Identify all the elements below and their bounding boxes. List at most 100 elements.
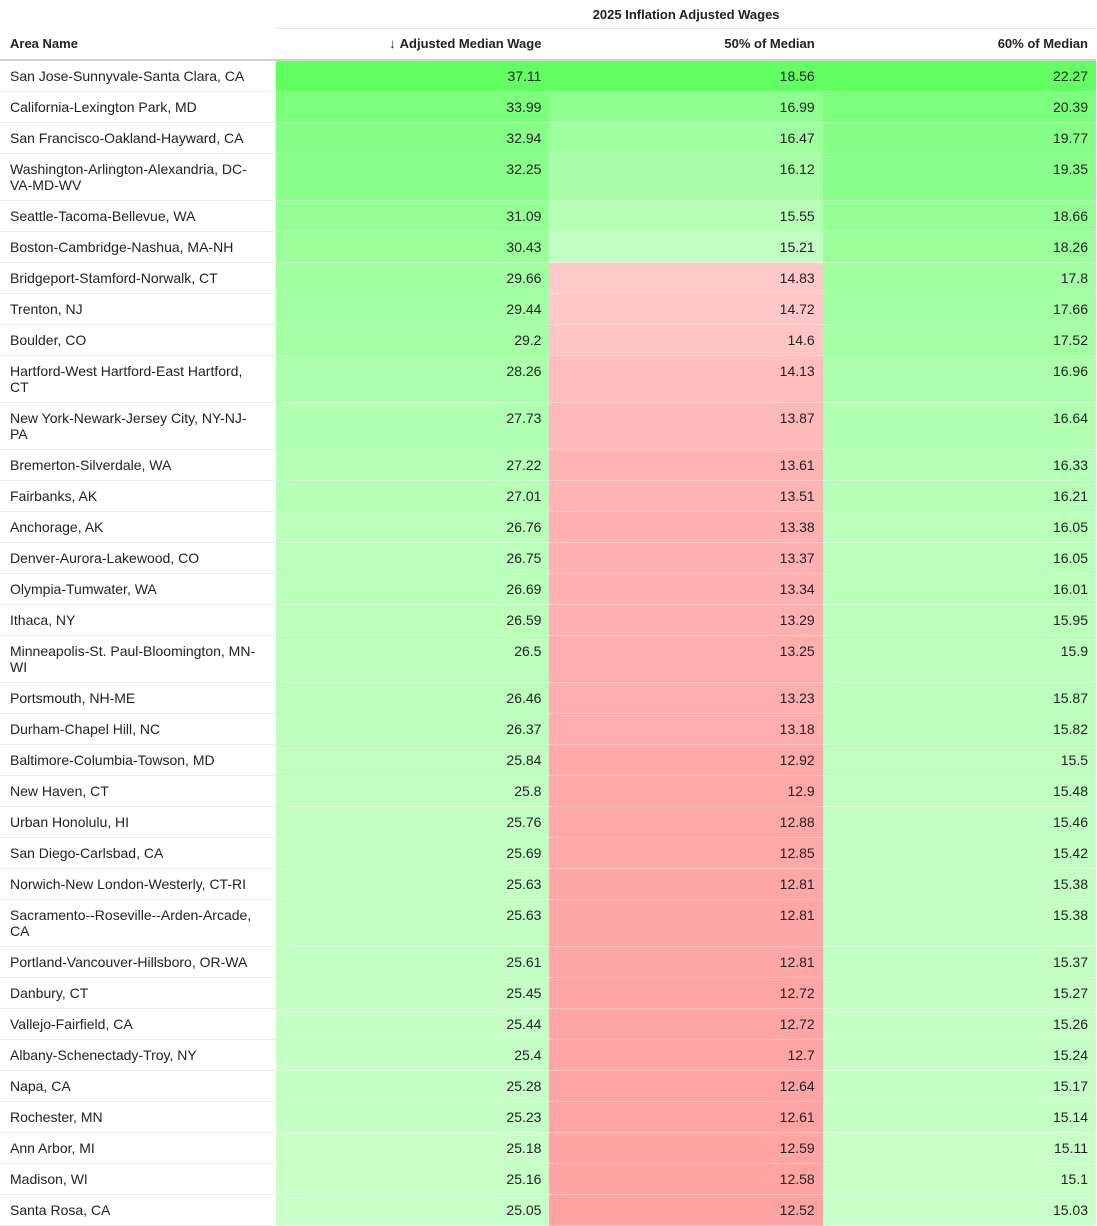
cell-50-percent-of-median: 12.58: [549, 1163, 823, 1195]
table-row: Santa Rosa, CA 25.05 12.52 15.03: [0, 1194, 1096, 1226]
cell-50-percent-of-median: 12.59: [549, 1132, 823, 1164]
cell-adjusted-median-wage: 26.69: [276, 573, 550, 605]
cell-area-name: Madison, WI: [0, 1163, 277, 1195]
cell-adjusted-median-wage: 25.16: [276, 1163, 550, 1195]
cell-50-percent-of-median: 13.87: [549, 402, 823, 450]
column-header-adjusted-median-wage[interactable]: ↓ Adjusted Median Wage: [276, 28, 550, 61]
cell-50-percent-of-median: 13.23: [549, 682, 823, 714]
cell-adjusted-median-wage: 25.63: [276, 868, 550, 900]
table-row: Boston-Cambridge-Nashua, MA-NH 30.43 15.21…: [0, 231, 1096, 263]
cell-adjusted-median-wage: 33.99: [276, 91, 550, 123]
cell-60-percent-of-median: 15.37: [822, 946, 1096, 978]
cell-50-percent-of-median: 16.12: [549, 153, 823, 201]
cell-adjusted-median-wage: 26.46: [276, 682, 550, 714]
cell-60-percent-of-median: 15.03: [822, 1194, 1096, 1226]
cell-50-percent-of-median: 13.25: [549, 635, 823, 683]
cell-adjusted-median-wage: 25.63: [276, 899, 550, 947]
cell-adjusted-median-wage: 30.43: [276, 231, 550, 263]
column-header-area-name[interactable]: Area Name: [0, 28, 277, 61]
cell-adjusted-median-wage: 25.05: [276, 1194, 550, 1226]
cell-50-percent-of-median: 14.13: [549, 355, 823, 403]
cell-60-percent-of-median: 20.39: [822, 91, 1096, 123]
cell-area-name: Seattle-Tacoma-Bellevue, WA: [0, 200, 277, 232]
cell-adjusted-median-wage: 25.84: [276, 744, 550, 776]
table-row: Minneapolis-St. Paul-Bloomington, MN-WI 2…: [0, 635, 1096, 683]
table-row: New York-Newark-Jersey City, NY-NJ-PA 27.…: [0, 402, 1096, 450]
cell-60-percent-of-median: 15.9: [822, 635, 1096, 683]
column-header-60-percent-of-median[interactable]: 60% of Median: [822, 28, 1096, 61]
table-row: Fairbanks, AK 27.01 13.51 16.21: [0, 480, 1096, 512]
cell-60-percent-of-median: 16.05: [822, 542, 1096, 574]
column-group-title: 2025 Inflation Adjusted Wages: [276, 0, 1096, 29]
cell-60-percent-of-median: 16.21: [822, 480, 1096, 512]
table-row: Sacramento--Roseville--Arden-Arcade, CA 2…: [0, 899, 1096, 947]
cell-adjusted-median-wage: 25.28: [276, 1070, 550, 1102]
cell-60-percent-of-median: 15.82: [822, 713, 1096, 745]
cell-60-percent-of-median: 17.66: [822, 293, 1096, 325]
table-row: California-Lexington Park, MD 33.99 16.99 2…: [0, 91, 1096, 123]
cell-50-percent-of-median: 13.61: [549, 449, 823, 481]
table-body: San Jose-Sunnyvale-Santa Clara, CA 37.11 1…: [0, 60, 1096, 1226]
cell-60-percent-of-median: 15.24: [822, 1039, 1096, 1071]
table-row: Danbury, CT 25.45 12.72 15.27: [0, 977, 1096, 1009]
cell-adjusted-median-wage: 25.61: [276, 946, 550, 978]
cell-adjusted-median-wage: 32.25: [276, 153, 550, 201]
cell-adjusted-median-wage: 29.2: [276, 324, 550, 356]
cell-adjusted-median-wage: 31.09: [276, 200, 550, 232]
cell-60-percent-of-median: 15.17: [822, 1070, 1096, 1102]
cell-60-percent-of-median: 16.33: [822, 449, 1096, 481]
cell-area-name: Urban Honolulu, HI: [0, 806, 277, 838]
cell-area-name: Fairbanks, AK: [0, 480, 277, 512]
table-row: Denver-Aurora-Lakewood, CO 26.75 13.37 16.0…: [0, 542, 1096, 574]
cell-adjusted-median-wage: 26.59: [276, 604, 550, 636]
cell-adjusted-median-wage: 27.73: [276, 402, 550, 450]
cell-area-name: Napa, CA: [0, 1070, 277, 1102]
table-row: Hartford-West Hartford-East Hartford, CT…: [0, 355, 1096, 403]
cell-area-name: Sacramento--Roseville--Arden-Arcade, CA: [0, 899, 277, 947]
cell-50-percent-of-median: 12.9: [549, 775, 823, 807]
table-row: New Haven, CT 25.8 12.9 15.48: [0, 775, 1096, 807]
cell-60-percent-of-median: 15.5: [822, 744, 1096, 776]
cell-area-name: San Jose-Sunnyvale-Santa Clara, CA: [0, 60, 277, 92]
table-row: Portland-Vancouver-Hillsboro, OR-WA 25.61…: [0, 946, 1096, 978]
cell-60-percent-of-median: 18.66: [822, 200, 1096, 232]
cell-50-percent-of-median: 18.56: [549, 60, 823, 92]
table-row: Olympia-Tumwater, WA 26.69 13.34 16.01: [0, 573, 1096, 605]
cell-area-name: Vallejo-Fairfield, CA: [0, 1008, 277, 1040]
cell-50-percent-of-median: 14.6: [549, 324, 823, 356]
cell-60-percent-of-median: 16.05: [822, 511, 1096, 543]
cell-area-name: Olympia-Tumwater, WA: [0, 573, 277, 605]
table-row: Ithaca, NY 26.59 13.29 15.95: [0, 604, 1096, 636]
column-header-50-percent-of-median[interactable]: 50% of Median: [549, 28, 823, 61]
cell-area-name: Boulder, CO: [0, 324, 277, 356]
cell-50-percent-of-median: 12.81: [549, 899, 823, 947]
cell-50-percent-of-median: 12.7: [549, 1039, 823, 1071]
column-header-label: Adjusted Median Wage: [399, 36, 542, 52]
cell-area-name: Bremerton-Silverdale, WA: [0, 449, 277, 481]
cell-50-percent-of-median: 13.37: [549, 542, 823, 574]
cell-60-percent-of-median: 18.26: [822, 231, 1096, 263]
cell-area-name: Denver-Aurora-Lakewood, CO: [0, 542, 277, 574]
cell-60-percent-of-median: 22.27: [822, 60, 1096, 92]
cell-adjusted-median-wage: 25.76: [276, 806, 550, 838]
cell-area-name: Boston-Cambridge-Nashua, MA-NH: [0, 231, 277, 263]
cell-50-percent-of-median: 12.81: [549, 868, 823, 900]
column-header-row: Area Name ↓ Adjusted Median Wage 50% of M…: [0, 28, 1096, 61]
cell-50-percent-of-median: 13.18: [549, 713, 823, 745]
cell-area-name: Baltimore-Columbia-Towson, MD: [0, 744, 277, 776]
cell-area-name: New York-Newark-Jersey City, NY-NJ-PA: [0, 402, 277, 450]
cell-50-percent-of-median: 13.34: [549, 573, 823, 605]
cell-50-percent-of-median: 12.85: [549, 837, 823, 869]
cell-50-percent-of-median: 14.83: [549, 262, 823, 294]
cell-adjusted-median-wage: 27.22: [276, 449, 550, 481]
cell-area-name: California-Lexington Park, MD: [0, 91, 277, 123]
table-row: San Francisco-Oakland-Hayward, CA 32.94 16…: [0, 122, 1096, 154]
table-row: Bremerton-Silverdale, WA 27.22 13.61 16.33: [0, 449, 1096, 481]
cell-adjusted-median-wage: 27.01: [276, 480, 550, 512]
table-row: Norwich-New London-Westerly, CT-RI 25.63 1…: [0, 868, 1096, 900]
table-row: Anchorage, AK 26.76 13.38 16.05: [0, 511, 1096, 543]
cell-60-percent-of-median: 16.64: [822, 402, 1096, 450]
cell-area-name: Minneapolis-St. Paul-Bloomington, MN-WI: [0, 635, 277, 683]
cell-60-percent-of-median: 19.77: [822, 122, 1096, 154]
